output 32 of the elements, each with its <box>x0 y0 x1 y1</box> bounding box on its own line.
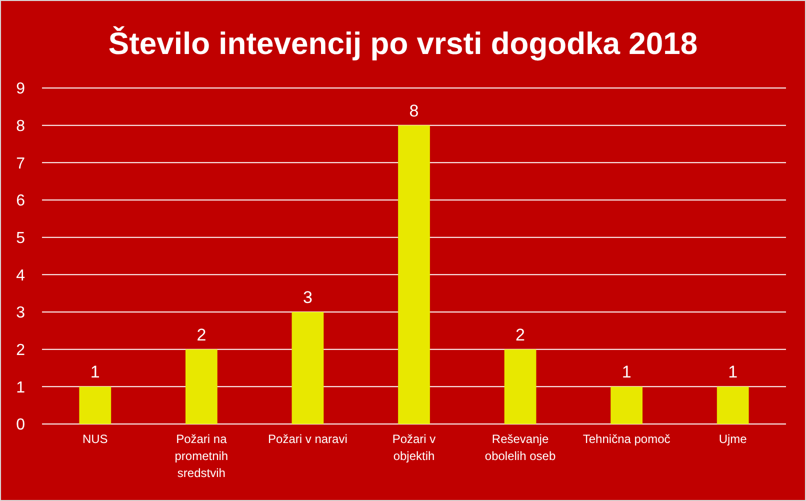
y-tick-label: 3 <box>16 304 26 322</box>
y-tick-label: 4 <box>16 267 26 284</box>
x-tick-label: Ujme <box>718 432 748 446</box>
x-tick-label: Požari v objektih <box>392 432 436 463</box>
data-label: 2 <box>516 325 526 344</box>
y-tick-label: 0 <box>16 416 26 434</box>
data-label: 1 <box>728 362 738 382</box>
bar <box>292 312 324 424</box>
y-tick-label: 9 <box>16 80 26 98</box>
bar <box>716 386 749 424</box>
y-tick-label: 8 <box>16 118 26 135</box>
y-tick-label: 2 <box>16 342 26 359</box>
y-tick-label: 6 <box>16 192 26 210</box>
chart-title: Število intevencij po vrsti dogodka 2018 <box>108 26 698 61</box>
x-tick-label: Požari na prometnih sredstvih <box>174 432 228 480</box>
x-tick-label: Požari v naravi <box>268 432 348 446</box>
bar <box>185 349 218 424</box>
data-label: 1 <box>90 362 100 382</box>
data-label: 3 <box>302 288 312 307</box>
bar <box>504 349 536 424</box>
bar <box>610 386 643 424</box>
bar <box>398 125 430 424</box>
data-label: 2 <box>196 325 206 344</box>
x-tick-label: NUS <box>82 432 108 446</box>
y-tick-label: 1 <box>16 379 26 396</box>
x-tick-label: Reševanje obolelih oseb <box>484 432 556 463</box>
x-tick-label: Tehnična pomoč <box>582 432 670 446</box>
y-tick-label: 7 <box>16 155 26 172</box>
y-tick-label: 5 <box>16 230 26 247</box>
data-label: 1 <box>622 362 632 382</box>
data-label: 8 <box>409 101 419 120</box>
bar <box>79 386 112 424</box>
